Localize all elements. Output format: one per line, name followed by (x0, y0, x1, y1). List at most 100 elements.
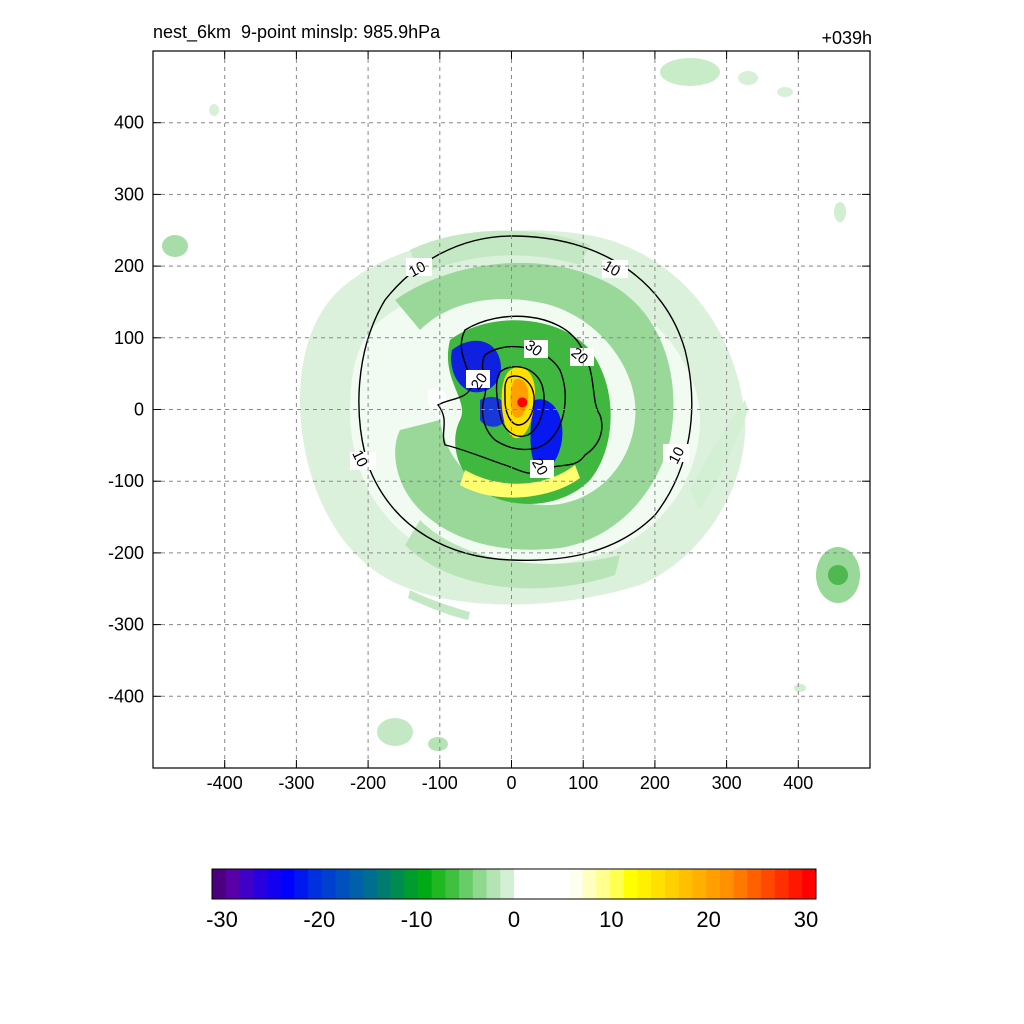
colorbar-swatch (802, 869, 817, 899)
colorbar-swatch (678, 869, 693, 899)
colorbar-swatch (761, 869, 776, 899)
colorbar-swatch (568, 869, 584, 899)
colorbar-swatch (747, 869, 762, 899)
outer-green-patch (410, 230, 590, 275)
colorbar-swatch (321, 869, 337, 899)
patch-top-right-3 (777, 87, 793, 97)
colorbar-swatch (459, 869, 474, 899)
heatmap-field (162, 58, 860, 751)
colorbar-swatch (706, 869, 721, 899)
x-tick-label: 0 (506, 773, 516, 793)
colorbar-swatch (335, 869, 350, 899)
colorbar-swatch (363, 869, 378, 899)
x-tick-label: -300 (278, 773, 314, 793)
colorbar-swatch (390, 869, 405, 899)
colorbar-swatch (308, 869, 323, 899)
x-tick-label: -400 (207, 773, 243, 793)
contour-label-10-a: 10 (406, 258, 429, 281)
colorbar-swatch (431, 869, 446, 899)
contour-label-20-b: 20 (468, 370, 491, 393)
storm-center-marker (517, 397, 528, 408)
y-tick-label: 100 (114, 328, 144, 348)
arc-lower-right (690, 400, 748, 510)
contour-label-20-c: 20 (528, 455, 551, 478)
blue-region-east (530, 399, 563, 469)
colorbar-swatch (610, 869, 625, 899)
colorbar-swatch (555, 869, 570, 899)
contour-inner-2 (504, 375, 535, 426)
contour-label-10-c: 10 (348, 447, 371, 469)
colorbar-tick-label: 0 (508, 907, 520, 932)
chart-title-left: nest_6km 9-point minslp: 985.9hPa (153, 22, 441, 42)
colorbar-tick-label: -10 (401, 907, 433, 932)
blue-region-west (480, 396, 506, 427)
colorbar-swatch (212, 869, 227, 899)
colorbar-swatch (582, 869, 597, 899)
colorbar-swatch (541, 869, 556, 899)
patch-lower-right (794, 684, 806, 692)
contour-inner-1 (495, 366, 545, 437)
lower-green-arc (405, 520, 620, 589)
chart-title-right: +039h (821, 28, 872, 48)
colorbar-swatch (651, 869, 666, 899)
contour-30 (481, 345, 566, 451)
colorbar-swatch (349, 869, 364, 899)
colorbar-swatch (665, 869, 680, 899)
colorbar-swatch (225, 869, 240, 899)
patch-upper-right (834, 202, 846, 222)
colorbar-tick-label: -30 (206, 907, 238, 932)
y-tick-label: 300 (114, 184, 144, 204)
colorbar-swatch (253, 869, 268, 899)
colorbar-frame (211, 868, 817, 900)
x-tick-label: -200 (350, 773, 386, 793)
yellow-arc-south (460, 465, 580, 498)
patch-left-small (209, 104, 219, 116)
colorbar-swatch (376, 869, 391, 899)
y-axis: 400 300 200 100 0 -100 -200 -300 -400 (108, 113, 870, 706)
contour-labels: 10 10 10 10 20 20 20 30 (348, 257, 689, 478)
colorbar-swatch (596, 869, 611, 899)
contour-10 (358, 235, 693, 561)
patch-left (162, 235, 188, 257)
colorbar-swatch (514, 869, 529, 899)
contour-label-30: 30 (522, 337, 545, 360)
colorbar-swatch (788, 869, 803, 899)
colorbar-swatch (637, 869, 652, 899)
y-tick-label: -400 (108, 686, 144, 706)
colorbar-swatch (623, 869, 639, 899)
patch-bottom-left-2 (428, 737, 448, 751)
colorbar-swatch (417, 869, 433, 899)
colorbar-swatch (500, 869, 515, 899)
contour-label-10-d: 10 (666, 444, 689, 467)
colorbar-tick-label: 30 (794, 907, 818, 932)
contour-label-10-b: 10 (600, 257, 623, 280)
colorbar-swatch (472, 869, 488, 899)
x-tick-label: 100 (568, 773, 598, 793)
colorbar-swatch (445, 869, 460, 899)
x-tick-label: 300 (712, 773, 742, 793)
y-tick-label: 0 (134, 400, 144, 420)
patch-right-core (828, 565, 848, 585)
colorbar-swatch (280, 869, 295, 899)
arc-lower-left (408, 590, 470, 620)
colorbar-swatch (404, 869, 419, 899)
colorbar: -30 -20 -10 0 10 20 30 (206, 868, 818, 932)
colorbar-tick-label: -20 (303, 907, 335, 932)
colorbar-tick-label: 10 (599, 907, 623, 932)
y-tick-label: -200 (108, 543, 144, 563)
y-tick-label: 400 (114, 113, 144, 133)
colorbar-swatch (486, 869, 501, 899)
orange-core (510, 378, 529, 418)
y-tick-label: -100 (108, 471, 144, 491)
colorbar-swatch (527, 869, 542, 899)
colorbar-swatch (733, 869, 748, 899)
center-marker-group (517, 397, 528, 408)
colorbar-swatch (719, 869, 735, 899)
patch-bottom-left (377, 718, 413, 746)
x-axis: -400 -300 -200 -100 0 100 200 300 400 (207, 51, 813, 793)
colorbar-swatch (239, 869, 254, 899)
colorbar-swatch (294, 869, 309, 899)
colorbar-swatch (692, 869, 707, 899)
